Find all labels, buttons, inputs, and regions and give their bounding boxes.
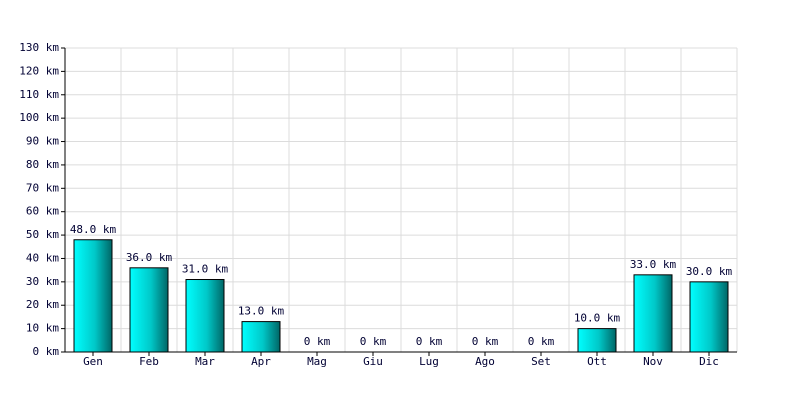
x-tick-label: Lug [419, 355, 439, 368]
y-tick-label: 60 km [26, 205, 59, 218]
x-tick-label: Mar [195, 355, 215, 368]
value-label: 0 km [304, 335, 331, 348]
value-label: 10.0 km [574, 312, 621, 325]
x-tick-label: Ott [587, 355, 607, 368]
value-label: 0 km [528, 335, 555, 348]
bar [185, 279, 225, 353]
value-label: 30.0 km [686, 265, 733, 278]
y-tick-label: 100 km [19, 111, 59, 124]
x-tick-label: Mag [307, 355, 327, 368]
value-label: 0 km [472, 335, 499, 348]
x-tick-label: Giu [363, 355, 383, 368]
y-tick-label: 50 km [26, 228, 59, 241]
value-label: 0 km [360, 335, 387, 348]
y-tick-label: 20 km [26, 298, 59, 311]
value-label: 36.0 km [126, 251, 173, 264]
x-tick-label: Ago [475, 355, 495, 368]
x-tick-label: Gen [83, 355, 103, 368]
y-tick-label: 130 km [19, 41, 59, 54]
x-tick-label: Set [531, 355, 551, 368]
x-tick-label: Apr [251, 355, 271, 368]
y-tick-label: 30 km [26, 275, 59, 288]
x-tick-label: Nov [643, 355, 663, 368]
y-tick-label: 80 km [26, 158, 59, 171]
y-tick-label: 0 km [33, 345, 60, 358]
y-tick-label: 10 km [26, 322, 59, 335]
bar [689, 281, 729, 353]
bar [633, 274, 673, 353]
y-tick-label: 110 km [19, 88, 59, 101]
value-label: 33.0 km [630, 258, 677, 271]
x-tick-label: Feb [139, 355, 159, 368]
value-label: 13.0 km [238, 305, 285, 318]
y-tick-label: 120 km [19, 64, 59, 77]
value-label: 0 km [416, 335, 443, 348]
y-tick-label: 90 km [26, 135, 59, 148]
y-tick-label: 40 km [26, 251, 59, 264]
y-tick-label: 70 km [26, 181, 59, 194]
bar [241, 321, 281, 353]
value-label: 31.0 km [182, 263, 229, 276]
bar [577, 328, 617, 353]
value-label: 48.0 km [70, 223, 117, 236]
bar [73, 239, 113, 353]
bar [129, 267, 169, 353]
x-tick-label: Dic [699, 355, 719, 368]
